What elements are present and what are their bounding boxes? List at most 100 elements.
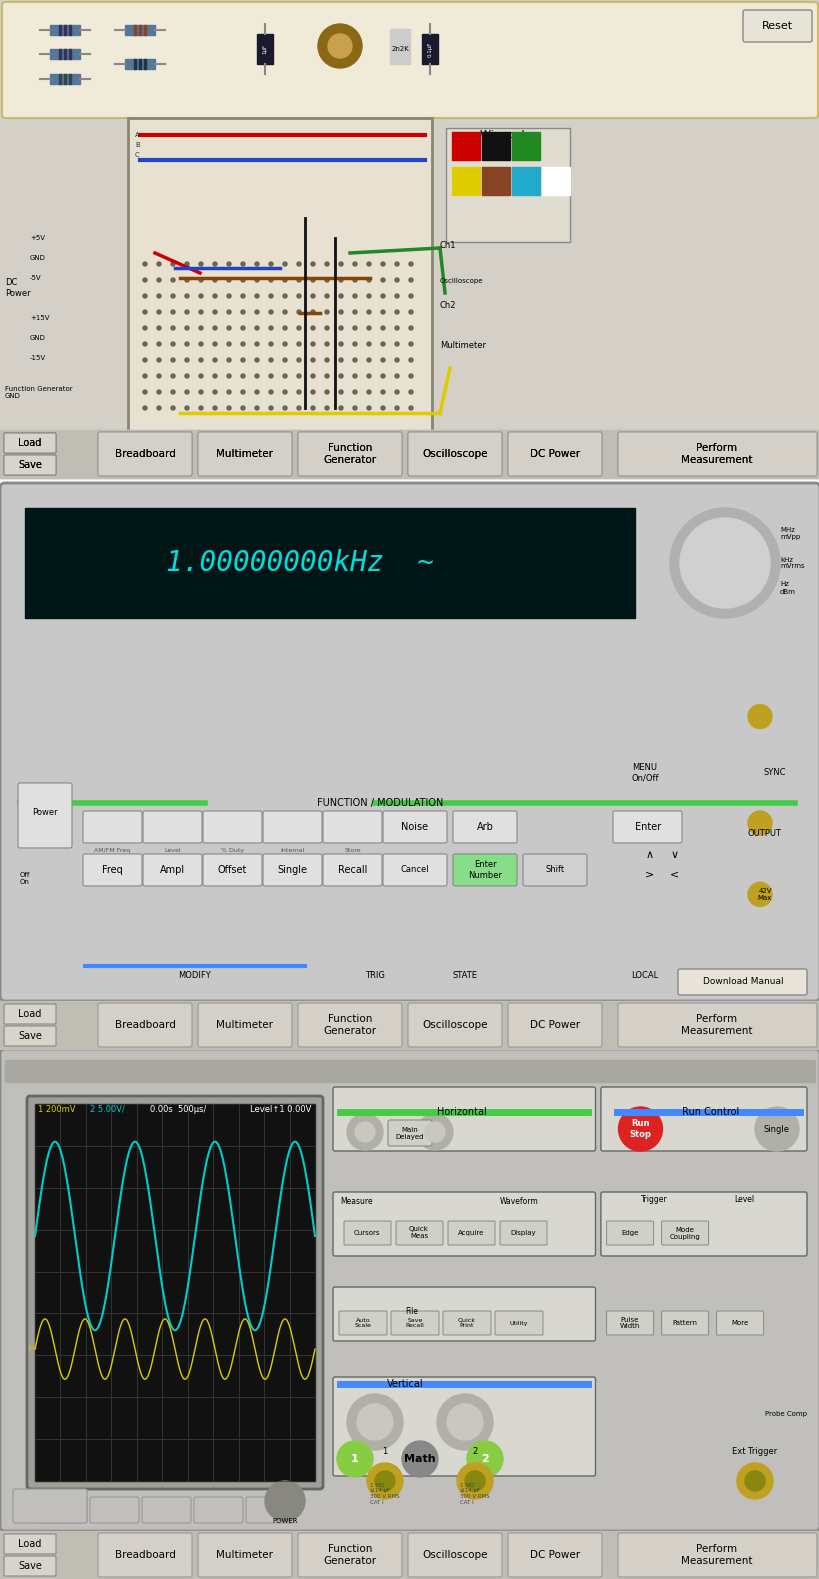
Circle shape <box>367 390 370 395</box>
Text: Ampl: Ampl <box>160 865 185 875</box>
Circle shape <box>395 309 399 314</box>
Bar <box>256 35 273 65</box>
Circle shape <box>328 35 351 58</box>
Circle shape <box>213 262 217 265</box>
Text: Download Manual: Download Manual <box>702 977 782 987</box>
FancyBboxPatch shape <box>442 1311 491 1334</box>
Text: Load: Load <box>18 437 42 448</box>
Circle shape <box>255 390 259 395</box>
FancyBboxPatch shape <box>142 1497 191 1524</box>
Bar <box>124 25 155 35</box>
FancyBboxPatch shape <box>344 1221 391 1244</box>
Circle shape <box>171 309 174 314</box>
Circle shape <box>409 358 413 362</box>
FancyBboxPatch shape <box>333 1377 595 1476</box>
Bar <box>130 120 429 467</box>
Circle shape <box>381 278 385 283</box>
Text: 1: 1 <box>351 1454 359 1464</box>
Circle shape <box>395 343 399 346</box>
FancyBboxPatch shape <box>2 2 817 118</box>
Text: <: < <box>670 870 679 880</box>
Text: Breadboard: Breadboard <box>115 1551 175 1560</box>
Circle shape <box>241 358 245 362</box>
Circle shape <box>381 294 385 298</box>
Text: Math: Math <box>404 1454 435 1464</box>
Circle shape <box>213 390 217 395</box>
Bar <box>511 167 540 194</box>
Text: MODIFY: MODIFY <box>179 971 211 981</box>
Circle shape <box>324 390 328 395</box>
FancyBboxPatch shape <box>382 812 446 843</box>
Text: Enter: Enter <box>634 823 660 832</box>
Text: B: B <box>135 142 139 148</box>
FancyBboxPatch shape <box>323 854 382 886</box>
Circle shape <box>283 390 287 395</box>
Circle shape <box>367 294 370 298</box>
Circle shape <box>381 390 385 395</box>
Text: Multimeter: Multimeter <box>440 341 486 351</box>
FancyBboxPatch shape <box>677 970 806 995</box>
Text: Cancel: Cancel <box>400 865 429 875</box>
Circle shape <box>367 325 370 330</box>
Text: ∧: ∧ <box>645 850 654 861</box>
FancyBboxPatch shape <box>391 1311 438 1334</box>
Text: Function Generator
GND: Function Generator GND <box>5 385 73 399</box>
Circle shape <box>241 294 245 298</box>
Circle shape <box>255 278 259 283</box>
Text: Single: Single <box>763 1124 789 1134</box>
Text: Function
Generator: Function Generator <box>323 1544 376 1566</box>
Circle shape <box>395 390 399 395</box>
Bar <box>144 58 146 69</box>
Circle shape <box>310 262 314 265</box>
Circle shape <box>227 358 231 362</box>
FancyBboxPatch shape <box>83 812 142 843</box>
Circle shape <box>255 294 259 298</box>
Circle shape <box>283 278 287 283</box>
Circle shape <box>213 374 217 377</box>
Circle shape <box>367 1464 402 1498</box>
Circle shape <box>156 278 161 283</box>
Text: SYNC: SYNC <box>762 769 785 777</box>
Circle shape <box>352 309 356 314</box>
Circle shape <box>241 390 245 395</box>
Circle shape <box>318 24 361 68</box>
Text: Measure: Measure <box>340 1197 372 1206</box>
Circle shape <box>464 1472 484 1491</box>
Text: Probe Comp: Probe Comp <box>764 1412 806 1416</box>
Circle shape <box>395 374 399 377</box>
Bar <box>139 25 141 35</box>
FancyBboxPatch shape <box>98 1533 192 1577</box>
Text: Perform
Measurement: Perform Measurement <box>681 444 752 464</box>
Text: Oscilloscope: Oscilloscope <box>422 448 487 459</box>
Circle shape <box>296 278 301 283</box>
FancyBboxPatch shape <box>83 854 142 886</box>
Circle shape <box>255 358 259 362</box>
Bar <box>759 434 789 471</box>
Circle shape <box>143 278 147 283</box>
Circle shape <box>346 1394 402 1450</box>
Circle shape <box>324 309 328 314</box>
Circle shape <box>296 358 301 362</box>
Circle shape <box>409 309 413 314</box>
Circle shape <box>156 309 161 314</box>
Circle shape <box>269 406 273 411</box>
FancyBboxPatch shape <box>203 812 262 843</box>
Circle shape <box>296 309 301 314</box>
Bar <box>139 58 141 69</box>
Circle shape <box>296 390 301 395</box>
Circle shape <box>381 325 385 330</box>
Circle shape <box>143 294 147 298</box>
Text: 42V
Max: 42V Max <box>757 887 771 902</box>
Text: Oscilloscope: Oscilloscope <box>422 1551 487 1560</box>
Circle shape <box>395 262 399 265</box>
Circle shape <box>324 406 328 411</box>
Circle shape <box>227 406 231 411</box>
Circle shape <box>156 358 161 362</box>
Circle shape <box>424 1123 445 1142</box>
Bar <box>511 133 540 159</box>
Circle shape <box>324 294 328 298</box>
Text: +15V: +15V <box>30 314 49 321</box>
Text: Horizontal: Horizontal <box>437 1107 486 1116</box>
Text: Single: Single <box>277 865 307 875</box>
Text: 1 200mV: 1 200mV <box>38 1105 75 1115</box>
